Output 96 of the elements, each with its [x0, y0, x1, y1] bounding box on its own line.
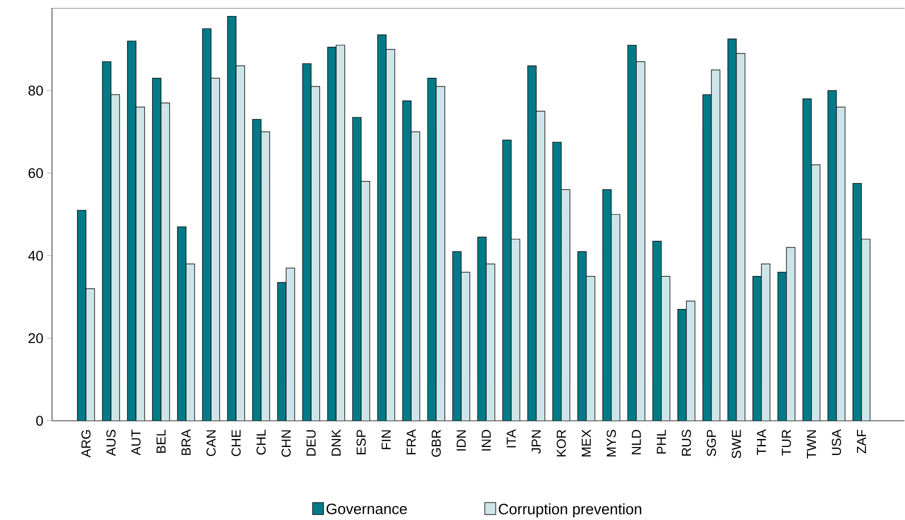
bar	[436, 86, 446, 421]
x-tick-label: ZAF	[857, 430, 866, 454]
bar	[110, 94, 120, 421]
x-tick-label: MYS	[606, 430, 616, 457]
bar	[536, 111, 546, 421]
x-tick-label: KOR	[556, 430, 566, 457]
x-tick-label: JPN	[532, 430, 541, 454]
bar	[502, 140, 512, 421]
y-tick-label: 40	[28, 250, 43, 261]
bar	[452, 251, 462, 421]
x-tick-label: SGP	[706, 430, 716, 456]
bar	[761, 264, 770, 421]
x-tick-label: NLD	[632, 430, 641, 454]
bar	[602, 189, 612, 421]
bar	[752, 276, 762, 421]
x-tick-label: USA	[832, 429, 842, 456]
x-tick-label: ESP	[356, 430, 366, 454]
x-tick-label: DEU	[306, 430, 316, 456]
bar	[86, 288, 95, 421]
bar	[202, 28, 212, 421]
bar	[477, 236, 487, 421]
bar	[828, 90, 837, 421]
x-tick-label: RUS	[682, 430, 691, 456]
x-tick-label: THA	[756, 429, 766, 456]
bar	[510, 238, 520, 421]
bar	[586, 276, 596, 421]
bar	[702, 94, 712, 421]
x-tick-label: TUR	[782, 430, 791, 456]
bar	[136, 106, 145, 421]
bar	[186, 264, 195, 421]
bar	[677, 309, 687, 421]
bar	[277, 282, 286, 421]
bar	[652, 241, 662, 421]
bar	[552, 142, 562, 421]
y-tick-label: 80	[28, 86, 43, 96]
bar	[410, 132, 420, 421]
x-tick-label: DNK	[332, 430, 341, 456]
x-tick-label: IND	[482, 430, 491, 451]
x-tick-label: FRA	[406, 429, 416, 454]
bar	[711, 70, 720, 421]
bar	[310, 86, 320, 421]
bar	[286, 268, 296, 421]
bar	[402, 100, 412, 421]
bar	[377, 34, 386, 421]
bar	[486, 264, 496, 421]
legend-label: Governance	[326, 504, 407, 514]
bar	[852, 183, 862, 421]
bar	[260, 132, 270, 421]
bar	[577, 251, 587, 421]
bar	[77, 210, 86, 421]
bar	[327, 47, 336, 421]
bar	[386, 49, 396, 421]
bar	[527, 66, 537, 421]
y-tick-label: 0	[36, 416, 43, 426]
x-tick-label: CAN	[206, 430, 216, 456]
x-tick-label: AUT	[132, 430, 141, 456]
bar	[336, 44, 346, 421]
bar	[227, 16, 236, 421]
y-tick-label: 20	[28, 333, 43, 344]
x-tick-label: GBR	[432, 430, 441, 457]
x-tick-label: MEX	[582, 430, 591, 457]
bar	[627, 44, 637, 421]
bar	[160, 102, 170, 421]
x-tick-label: CHN	[282, 430, 291, 457]
bar	[636, 61, 646, 421]
x-tick-label: SWE	[732, 430, 741, 458]
bar	[736, 53, 746, 421]
bar	[210, 78, 220, 421]
bar	[802, 98, 812, 421]
bar	[611, 214, 620, 421]
x-tick-label: TWN	[806, 430, 816, 459]
bar	[252, 119, 262, 421]
bar	[778, 272, 787, 421]
bar	[560, 189, 570, 421]
bar	[352, 117, 362, 421]
bar	[427, 78, 437, 421]
x-tick-label: CHL	[256, 430, 266, 455]
bar	[360, 181, 370, 421]
bar	[236, 66, 245, 421]
x-tick-label: PHL	[656, 430, 666, 454]
x-tick-label: IDN	[456, 430, 466, 451]
y-tick-label: 60	[28, 168, 43, 178]
x-tick-label: FIN	[382, 430, 391, 450]
x-tick-label: BRA	[182, 429, 191, 456]
bar	[102, 61, 112, 421]
bar	[728, 38, 737, 421]
x-tick-label: AUS	[106, 430, 116, 456]
legend-label: Corruption prevention	[498, 504, 642, 518]
bar	[686, 300, 696, 421]
x-tick-label: CHE	[231, 430, 241, 456]
bar	[302, 64, 312, 421]
x-tick-label: BEL	[156, 430, 166, 453]
bar	[460, 272, 470, 421]
x-tick-label: ARG	[81, 430, 91, 458]
bar	[661, 276, 670, 421]
x-tick-label: ITA	[506, 429, 516, 448]
